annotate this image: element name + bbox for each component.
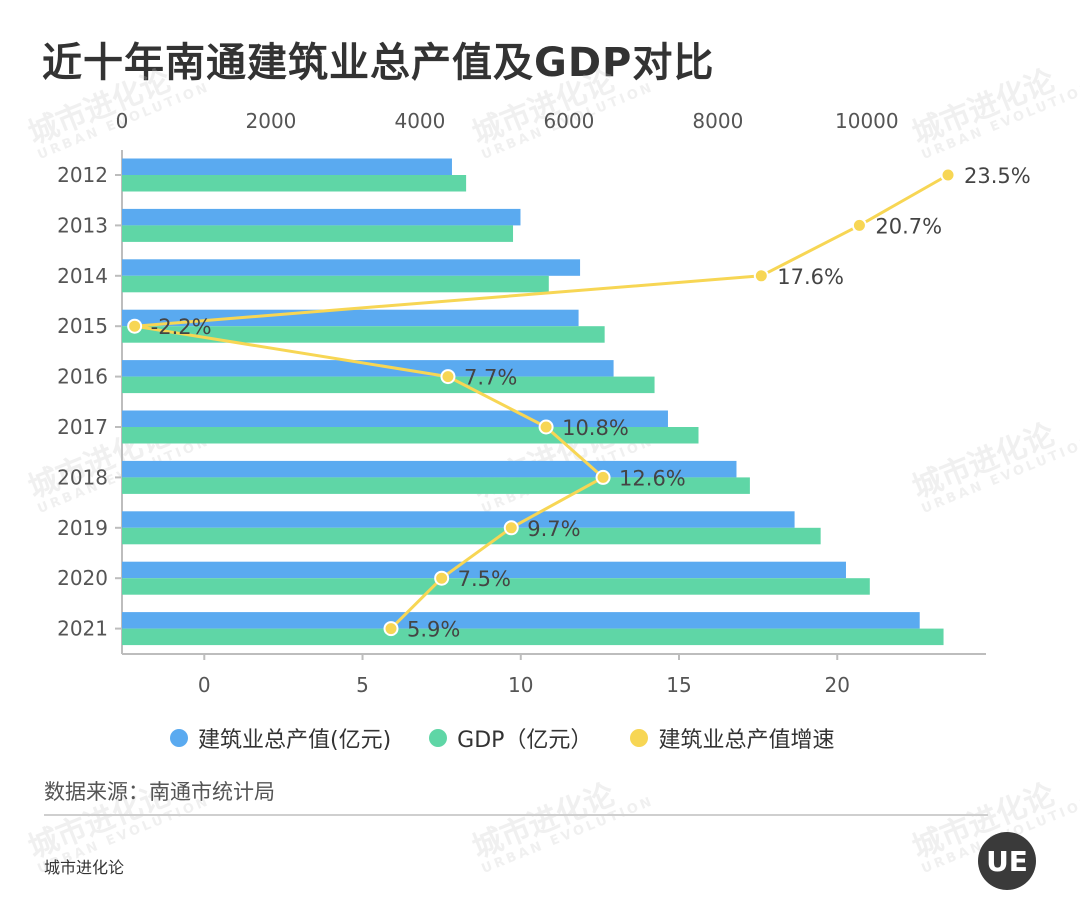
top-tick-label: 2000 xyxy=(246,109,297,133)
bar xyxy=(122,208,521,226)
top-tick-label: 8000 xyxy=(692,109,743,133)
top-tick-label: 4000 xyxy=(394,109,445,133)
bar xyxy=(122,175,467,192)
category-label: 2020 xyxy=(57,566,108,590)
bar xyxy=(122,527,821,545)
bar-line-chart: 0 2000 4000 6000 8000 10000 0 5 10 15 20 2012 2013 20… xyxy=(57,109,1031,697)
bar xyxy=(122,612,920,629)
growth-point xyxy=(503,520,519,536)
chart-title: 近十年南通建筑业总产值及GDP对比 xyxy=(42,40,715,86)
growth-point xyxy=(434,570,450,586)
growth-data-label: 10.8% xyxy=(562,416,629,440)
bar xyxy=(122,275,549,293)
growth-data-label: 5.9% xyxy=(407,618,460,642)
category-label: 2018 xyxy=(57,465,108,489)
growth-point xyxy=(595,469,611,485)
bar xyxy=(122,511,795,528)
divider xyxy=(44,814,988,816)
brand-logo: UE xyxy=(978,832,1036,890)
growth-point xyxy=(440,369,456,385)
bottom-tick-label: 5 xyxy=(356,673,369,697)
bar xyxy=(122,158,452,175)
bar xyxy=(122,309,579,327)
top-tick-label: 6000 xyxy=(543,109,594,133)
bar xyxy=(122,326,605,343)
brand-name: 城市进化论 xyxy=(44,858,125,877)
legend-item-output[interactable]: 建筑业总产值(亿元) xyxy=(170,722,391,754)
top-tick-label: 10000 xyxy=(835,109,899,133)
category-label: 2016 xyxy=(57,365,108,389)
category-label: 2013 xyxy=(57,213,108,237)
growth-line xyxy=(133,173,949,630)
legend-label: GDP（亿元） xyxy=(457,728,593,753)
bar xyxy=(122,259,581,276)
legend-item-gdp[interactable]: GDP（亿元） xyxy=(429,722,592,754)
growth-data-label: 12.6% xyxy=(619,466,686,490)
bar xyxy=(122,427,699,444)
legend-label: 建筑业总产值(亿元) xyxy=(198,728,392,753)
category-label: 2019 xyxy=(57,516,108,540)
bar xyxy=(122,360,614,377)
category-label: 2012 xyxy=(57,163,108,187)
bar xyxy=(122,410,668,427)
legend-swatch xyxy=(170,729,188,747)
bar xyxy=(122,376,655,394)
legend-swatch xyxy=(429,729,448,747)
category-label: 2021 xyxy=(57,617,108,641)
growth-point xyxy=(940,167,956,183)
bar xyxy=(122,578,870,595)
growth-point xyxy=(127,318,143,334)
bottom-tick-label: 20 xyxy=(825,673,850,697)
growth-point xyxy=(383,621,399,637)
growth-data-label: 7.5% xyxy=(458,567,511,591)
top-tick-label: 0 xyxy=(116,109,129,133)
growth-data-label: 9.7% xyxy=(527,517,580,541)
growth-data-label: 7.7% xyxy=(464,366,517,390)
growth-data-label: 23.5% xyxy=(964,164,1031,188)
category-label: 2017 xyxy=(57,415,108,439)
growth-point xyxy=(753,268,769,284)
bar xyxy=(122,460,737,478)
category-label: 2014 xyxy=(57,264,108,288)
bar xyxy=(122,561,846,579)
bottom-tick-label: 10 xyxy=(508,673,533,697)
growth-data-label: 20.7% xyxy=(875,214,942,238)
bottom-tick-label: 0 xyxy=(198,673,211,697)
legend-label: 建筑业总产值增速 xyxy=(658,728,835,753)
growth-point xyxy=(538,419,554,435)
data-source: 数据来源：南通市统计局 xyxy=(44,780,275,804)
growth-data-label: 17.6% xyxy=(777,265,844,289)
chart-legend: 建筑业总产值(亿元) GDP（亿元） 建筑业总产值增速 xyxy=(170,722,872,754)
category-label: 2015 xyxy=(57,314,108,338)
bottom-tick-label: 15 xyxy=(666,673,691,697)
growth-data-label: -2.2% xyxy=(151,315,212,339)
bar xyxy=(122,628,944,646)
legend-swatch xyxy=(630,729,649,747)
growth-point xyxy=(851,217,867,233)
bar xyxy=(122,225,514,242)
legend-item-growth[interactable]: 建筑业总产值增速 xyxy=(630,722,834,754)
